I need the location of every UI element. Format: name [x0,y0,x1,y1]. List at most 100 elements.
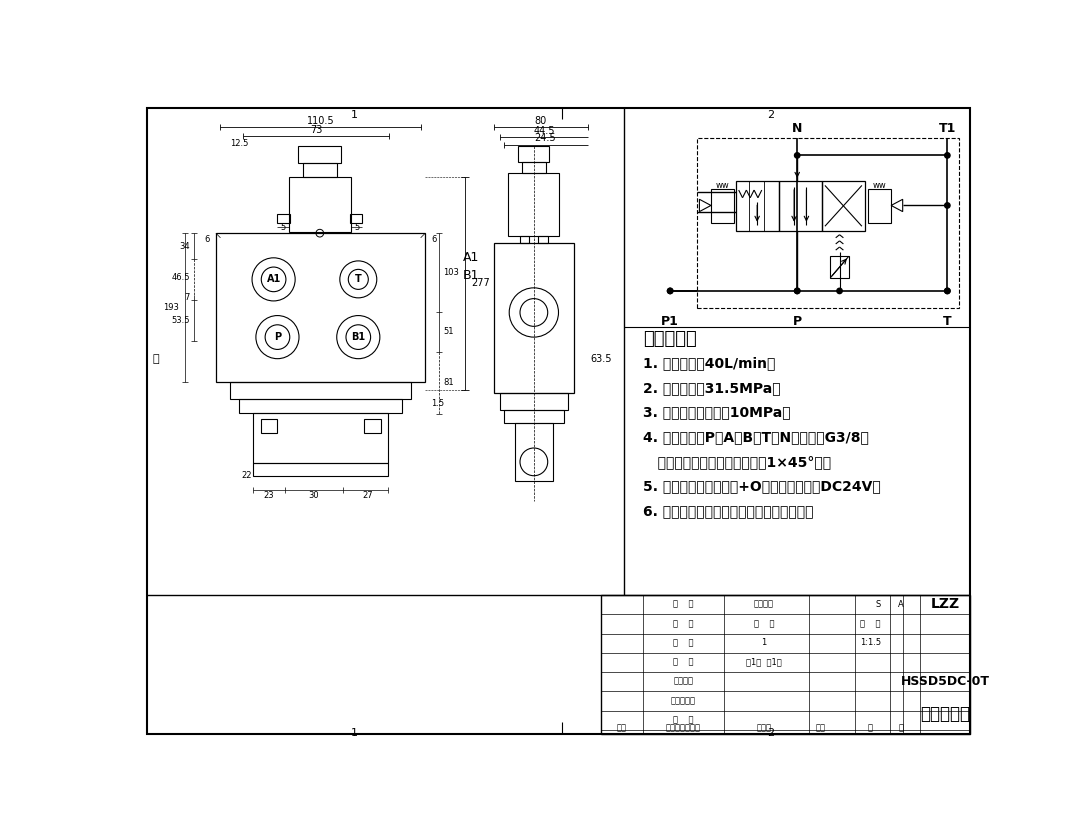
Text: 更改内容或依据: 更改内容或依据 [665,723,700,732]
Bar [822,181,865,231]
Bar [735,181,779,231]
Bar [298,146,341,163]
Text: 共1集  第1集: 共1集 第1集 [746,657,782,666]
Text: 制    图: 制 图 [673,619,694,628]
Text: P: P [274,332,281,342]
Bar [238,399,402,412]
Circle shape [944,288,950,293]
Text: T1: T1 [939,122,956,135]
Text: 更改人: 更改人 [757,723,772,732]
Text: ww: ww [715,181,730,190]
Bar [230,382,412,399]
Bar [518,146,549,162]
Text: P1: P1 [661,315,680,328]
Text: 110.5: 110.5 [307,116,334,126]
Bar [260,419,278,432]
Bar [509,173,560,237]
Bar [493,243,574,393]
Circle shape [668,288,673,293]
Text: 油口均为平面密封，油孔口倒1×45°角；: 油口均为平面密封，油孔口倒1×45°角； [644,455,831,469]
Text: 工艺检查: 工艺检查 [673,676,694,686]
Text: 准: 准 [898,723,904,732]
Text: 6: 6 [205,235,210,244]
Bar [601,595,969,734]
Text: HSSD5DC-0T: HSSD5DC-0T [901,675,990,688]
Text: 1. 额定流量：40L/min；: 1. 额定流量：40L/min； [644,357,775,371]
Circle shape [944,152,950,158]
Bar [697,138,959,308]
Text: 2: 2 [767,110,774,120]
Bar [303,163,337,177]
Bar [504,411,564,423]
Text: 27: 27 [363,491,372,501]
Text: N: N [792,122,803,135]
Text: 12.5: 12.5 [230,139,248,148]
Text: 24.5: 24.5 [535,133,556,143]
Text: 比    例: 比 例 [860,619,881,628]
Text: 数    量: 数 量 [754,619,774,628]
Text: 备记: 备记 [616,723,626,732]
Bar [278,214,290,223]
Text: 103: 103 [443,268,458,277]
Text: 44.5: 44.5 [534,126,554,136]
Text: 1: 1 [761,638,767,647]
Text: 3. 安全阀调定压力：10MPa；: 3. 安全阀调定压力：10MPa； [644,406,791,420]
Bar [350,214,363,223]
Circle shape [795,152,800,158]
Text: A1: A1 [267,274,281,284]
Text: ww: ww [872,181,886,190]
Bar [521,237,529,243]
Text: 批: 批 [868,723,873,732]
Text: 1: 1 [351,110,358,120]
Text: 日期: 日期 [816,723,825,732]
Text: 193: 193 [163,302,179,312]
Text: 6: 6 [431,235,437,244]
Bar [216,233,426,382]
Text: 描    图: 描 图 [673,638,694,647]
Bar [779,181,822,231]
Bar [253,462,389,476]
Text: 2. 额定压力：31.5MPa；: 2. 额定压力：31.5MPa； [644,381,781,395]
Bar [364,419,381,432]
Text: 标准化检查: 标准化检查 [671,696,696,705]
Circle shape [795,288,800,293]
Text: 设    计: 设 计 [673,600,694,609]
Text: 46.5: 46.5 [171,272,189,282]
Text: S: S [876,600,881,609]
Text: 80: 80 [535,116,547,126]
Text: A1: A1 [463,252,479,264]
Text: 4. 油口尺寸：P、A、B、T、N油口均为G3/8；: 4. 油口尺寸：P、A、B、T、N油口均为G3/8； [644,430,869,444]
Text: 5: 5 [280,222,285,232]
Text: A: A [898,600,904,609]
Text: T: T [355,274,362,284]
Bar [515,423,553,481]
Text: 51: 51 [443,327,453,337]
Circle shape [795,288,800,293]
Text: 23: 23 [264,491,274,501]
Bar [522,162,547,173]
Text: 63.5: 63.5 [590,355,612,365]
Circle shape [836,288,842,293]
Text: 34: 34 [179,242,189,251]
Text: 1:1.5: 1:1.5 [860,638,881,647]
Text: 81: 81 [443,378,454,387]
Text: 73: 73 [309,125,322,135]
Text: B1: B1 [352,332,366,342]
Text: 7: 7 [184,292,189,302]
Text: 2: 2 [767,728,774,738]
Text: 图样标记: 图样标记 [754,600,774,609]
Bar [868,188,891,223]
Text: 一联多路阀: 一联多路阀 [920,706,970,723]
Text: 记: 记 [152,354,159,364]
Bar [538,237,548,243]
Text: 277: 277 [472,278,490,288]
Circle shape [944,288,950,293]
Text: 技术要求：: 技术要求： [644,330,697,347]
Bar [500,393,567,411]
Bar [711,188,734,223]
Text: LZZ: LZZ [930,597,959,611]
Text: 53.5: 53.5 [171,316,189,325]
Text: 30: 30 [308,491,319,501]
Text: 1.5: 1.5 [431,399,444,408]
Text: 6. 阀体表面磷化处理，安全阀及螺堵镀锌。: 6. 阀体表面磷化处理，安全阀及螺堵镀锌。 [644,504,813,518]
